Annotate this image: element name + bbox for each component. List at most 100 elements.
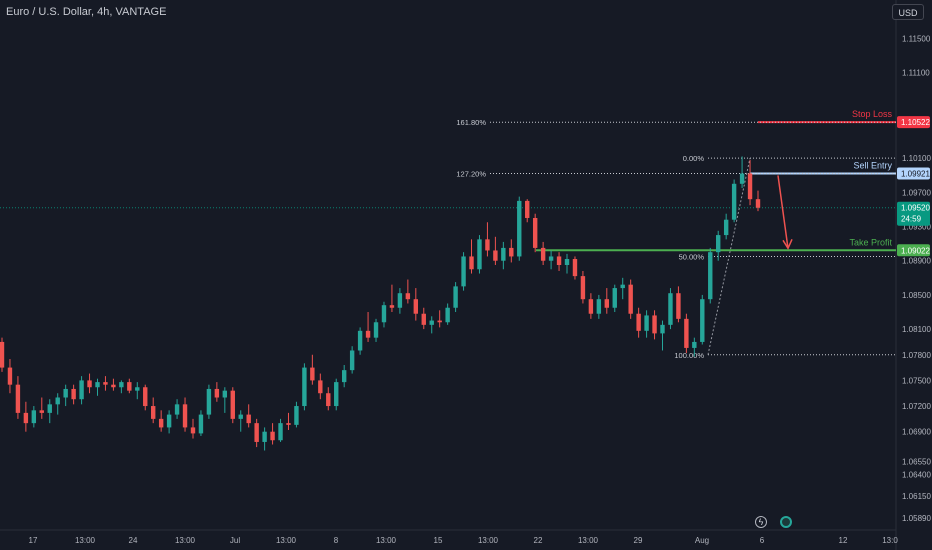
candle[interactable] (731, 179, 737, 223)
candle[interactable] (652, 310, 657, 340)
candle[interactable] (509, 239, 514, 263)
candle[interactable] (708, 247, 713, 304)
candle[interactable] (246, 404, 251, 428)
candle[interactable] (612, 284, 617, 313)
candle[interactable] (453, 282, 458, 313)
fib-level[interactable]: 0.00% (683, 154, 896, 163)
symbol-name[interactable]: Euro / U.S. Dollar (6, 6, 91, 18)
candle[interactable] (660, 320, 665, 351)
candle[interactable] (493, 236, 498, 265)
candle[interactable] (103, 376, 108, 391)
candle[interactable] (692, 337, 697, 357)
candle[interactable] (79, 376, 84, 405)
candle[interactable] (684, 313, 689, 354)
candle[interactable] (334, 378, 339, 411)
candle[interactable] (628, 279, 633, 319)
candle[interactable] (421, 307, 426, 330)
candle[interactable] (23, 401, 29, 432)
candle[interactable] (540, 241, 546, 265)
candle[interactable] (525, 199, 530, 223)
candle[interactable] (636, 307, 641, 338)
candle[interactable] (238, 410, 243, 432)
lightning-icon[interactable]: ϟ (755, 516, 767, 528)
candle[interactable] (262, 427, 267, 451)
candle[interactable] (397, 288, 403, 314)
candle[interactable] (445, 303, 450, 325)
candle[interactable] (174, 399, 180, 419)
currency-button[interactable]: USD (892, 4, 924, 20)
candle[interactable] (302, 363, 307, 411)
candle[interactable] (286, 412, 291, 430)
candle[interactable] (373, 318, 379, 342)
candle[interactable] (190, 418, 196, 439)
candle[interactable] (135, 382, 140, 400)
candle[interactable] (222, 387, 228, 413)
candle[interactable] (461, 252, 466, 291)
candlesticks[interactable] (0, 156, 761, 451)
candle[interactable] (31, 406, 37, 428)
projection-arrow[interactable] (777, 175, 793, 250)
candle[interactable] (166, 410, 172, 434)
candle[interactable] (151, 397, 156, 424)
candle[interactable] (349, 346, 355, 374)
candle[interactable] (604, 288, 609, 314)
candle[interactable] (723, 213, 729, 240)
candle[interactable] (71, 384, 76, 405)
candle[interactable] (270, 423, 275, 445)
candle[interactable] (47, 399, 52, 424)
candle[interactable] (437, 310, 442, 328)
candle[interactable] (143, 384, 148, 411)
candle[interactable] (182, 397, 188, 432)
candle[interactable] (620, 277, 625, 300)
fib-level[interactable]: 161.80% (456, 118, 896, 127)
candle[interactable] (668, 288, 673, 330)
candle[interactable] (15, 376, 21, 419)
event-dot-icon[interactable] (780, 516, 792, 528)
candle[interactable] (485, 222, 490, 257)
candle[interactable] (39, 397, 44, 419)
candle[interactable] (676, 286, 681, 323)
price-axis[interactable]: 1.11500 1.11100 1.10100 1.09700 1.09300 1.089… (897, 34, 931, 523)
candle[interactable] (214, 382, 220, 402)
fibonacci-tool[interactable]: 161.80% 127.20% 0.00% 50.00% 100.00% (456, 118, 896, 360)
candle[interactable] (119, 380, 124, 394)
interval[interactable]: 4h (97, 6, 110, 18)
candle[interactable] (294, 401, 299, 428)
candle[interactable] (0, 337, 5, 372)
candle[interactable] (158, 410, 164, 432)
candle[interactable] (556, 252, 562, 271)
candle[interactable] (63, 384, 68, 407)
candle[interactable] (365, 312, 371, 342)
candle[interactable] (7, 359, 13, 394)
candle[interactable] (55, 393, 60, 415)
candle[interactable] (747, 159, 753, 206)
candle[interactable] (198, 410, 204, 436)
candle[interactable] (230, 387, 235, 424)
candle[interactable] (127, 378, 132, 394)
candle[interactable] (381, 301, 387, 328)
candle[interactable] (318, 373, 323, 400)
candle[interactable] (95, 378, 100, 396)
candle[interactable] (111, 378, 116, 391)
candle[interactable] (501, 241, 506, 270)
candle[interactable] (700, 294, 705, 345)
candle[interactable] (644, 310, 649, 338)
candle[interactable] (310, 354, 315, 385)
candle[interactable] (326, 387, 331, 411)
candle[interactable] (413, 288, 419, 321)
candle[interactable] (389, 284, 395, 313)
candle[interactable] (588, 293, 594, 319)
candle[interactable] (532, 213, 538, 253)
level-take-profit[interactable]: Take Profit (536, 237, 896, 252)
fib-level[interactable]: 50.00% (679, 252, 896, 261)
candle[interactable] (206, 384, 212, 419)
candle[interactable] (357, 327, 363, 355)
candle[interactable] (517, 196, 522, 261)
candle[interactable] (755, 190, 761, 212)
candle[interactable] (254, 418, 259, 448)
candle[interactable] (477, 235, 482, 274)
fib-level[interactable]: 127.20% (456, 170, 896, 179)
time-axis[interactable]: 17 13:00 24 13:00 Jul 13:00 8 13:00 15 13:00 22 13:… (29, 536, 899, 545)
candle[interactable] (716, 230, 721, 261)
candle[interactable] (572, 256, 578, 280)
